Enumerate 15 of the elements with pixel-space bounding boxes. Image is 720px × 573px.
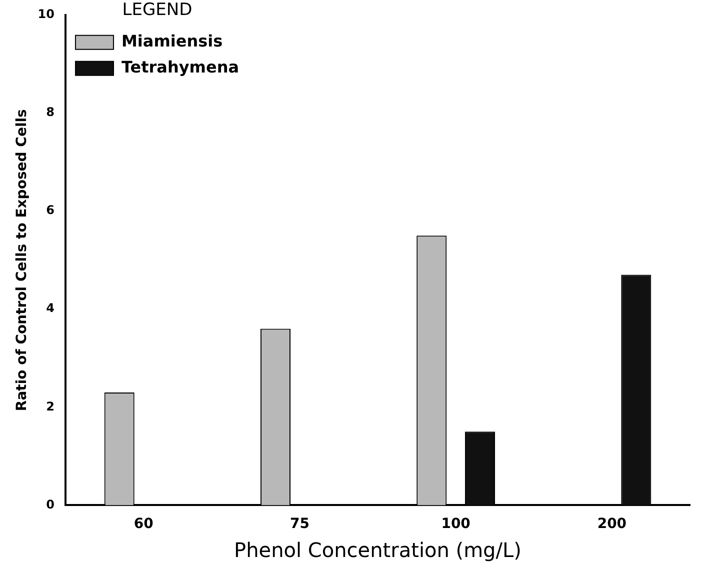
y-tick-label: 4 [46,301,54,316]
x-tick-label: 100 [441,516,471,532]
legend-label: Tetrahymena [122,58,240,77]
y-tick-label: 6 [46,203,54,218]
x-tick-label: 200 [597,516,627,532]
x-tick-label: 60 [134,516,154,532]
legend-title: LEGEND [122,0,192,20]
legend-label: Miamiensis [122,32,223,51]
y-tick-label: 2 [46,399,54,414]
x-tick-label: 75 [290,516,310,532]
y-tick-label: 0 [46,497,54,512]
y-axis-title: Ratio of Control Cells to Exposed Cells [14,109,30,412]
y-tick-label: 8 [46,105,54,120]
x-axis-title: Phenol Concentration (mg/L) [234,538,522,562]
y-tick-label: 10 [38,7,54,22]
